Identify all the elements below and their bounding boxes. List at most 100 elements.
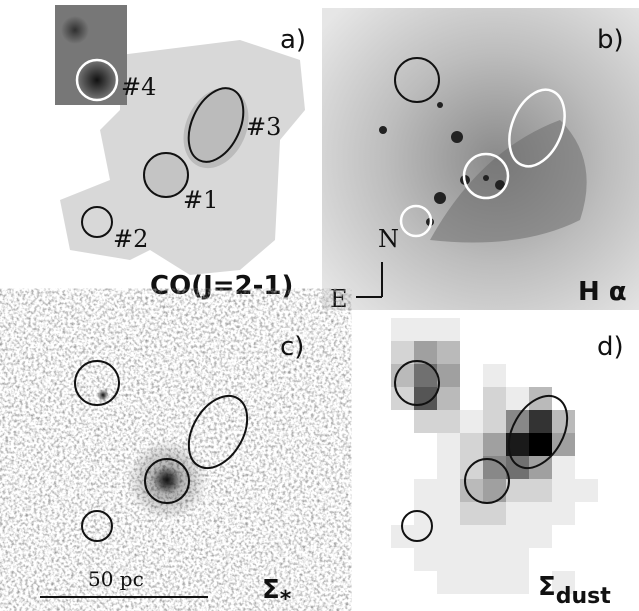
compass-label: E [330, 285, 348, 313]
panel-b: b) N E H α [322, 8, 639, 313]
tag-subscript: dust [556, 584, 612, 609]
panel-label: b) [597, 25, 624, 55]
dust-pixel [460, 525, 483, 548]
region-circle [144, 458, 190, 504]
panel-d: d) Σdust [391, 318, 624, 609]
dust-pixel [483, 479, 506, 502]
region-circle [401, 510, 433, 542]
region-circle [187, 87, 245, 163]
dust-pixel [483, 571, 506, 594]
panel-label: c) [280, 332, 304, 362]
dust-pixel [460, 571, 483, 594]
dust-pixel [506, 548, 529, 571]
dust-pixel [483, 433, 506, 456]
region-circle [75, 58, 119, 102]
dust-pixel [483, 456, 506, 479]
dust-pixel [414, 410, 437, 433]
tag-symbol: Σ [262, 575, 280, 605]
dust-pixel [437, 479, 460, 502]
panel-tag: Σ* [262, 575, 292, 611]
panel-tag: H α [578, 277, 627, 307]
dust-pixel [437, 571, 460, 594]
region-circle [74, 360, 120, 406]
dust-pixel [460, 502, 483, 525]
dust-pixel [437, 548, 460, 571]
panel-label: a) [280, 25, 306, 55]
panel-tag: Σdust [538, 572, 611, 609]
dust-pixel [391, 341, 414, 364]
dust-pixel [529, 456, 552, 479]
dust-pixel [437, 387, 460, 410]
co-clump [183, 87, 249, 169]
co-peak [77, 60, 117, 100]
region-circle [394, 360, 440, 406]
dust-pixel [483, 364, 506, 387]
region-label: #3 [246, 113, 281, 141]
dust-pixel [506, 571, 529, 594]
region-circle [81, 206, 113, 238]
dust-pixel [483, 548, 506, 571]
dust-pixel [506, 456, 529, 479]
dust-pixel [437, 502, 460, 525]
dust-pixel [460, 479, 483, 502]
region-circle [81, 510, 113, 542]
dust-pixel [506, 502, 529, 525]
region-circle [462, 152, 510, 200]
dust-pixel [414, 341, 437, 364]
dust-pixel [483, 525, 506, 548]
dust-pixel [414, 364, 437, 387]
dust-pixel [437, 318, 460, 341]
dust-pixel [483, 502, 506, 525]
dust-pixel [483, 387, 506, 410]
halpha-map [322, 8, 639, 310]
dust-pixel [437, 410, 460, 433]
dust-pixel [575, 479, 598, 502]
tag-subscript: * [280, 587, 292, 611]
stellar-peak [97, 389, 109, 401]
dust-pixel [437, 456, 460, 479]
region-circle [399, 204, 433, 238]
dust-pixel [437, 341, 460, 364]
panel-label: d) [597, 332, 624, 362]
region-label: #2 [113, 225, 148, 253]
scale-label: 50 pc [88, 567, 144, 591]
dust-pixel [460, 410, 483, 433]
dust-pixel [391, 525, 414, 548]
dust-pixel [529, 410, 552, 433]
dust-pixel [529, 479, 552, 502]
region-circle [507, 394, 569, 470]
dust-pixel [552, 502, 575, 525]
region-label: #1 [183, 186, 218, 214]
dust-pixel [529, 502, 552, 525]
co-clump [144, 153, 188, 197]
dust-pixel [506, 410, 529, 433]
dust-pixel [506, 387, 529, 410]
dust-pixel [506, 433, 529, 456]
dust-pixel [552, 433, 575, 456]
region-circle [464, 458, 510, 504]
dust-pixel [414, 525, 437, 548]
dust-pixel [552, 410, 575, 433]
panel-tag: CO(J=2-1) [150, 271, 293, 301]
region-circle [394, 57, 440, 103]
tag-symbol: Σ [538, 572, 556, 602]
dust-pixel [414, 479, 437, 502]
region-label: #4 [121, 73, 156, 101]
co-peak [61, 16, 89, 44]
dust-pixel [460, 433, 483, 456]
dust-pixel [437, 364, 460, 387]
region-circle [187, 394, 249, 470]
dust-pixel [437, 433, 460, 456]
region-circle [143, 152, 189, 198]
dust-pixel [414, 318, 437, 341]
dust-pixel [414, 548, 437, 571]
dust-pixel [437, 525, 460, 548]
dust-pixel [460, 548, 483, 571]
dust-map [391, 318, 598, 594]
dust-pixel [552, 571, 575, 594]
dust-pixel [506, 525, 529, 548]
dust-pixel [483, 410, 506, 433]
compass-label: N [378, 225, 399, 253]
dust-pixel [529, 525, 552, 548]
